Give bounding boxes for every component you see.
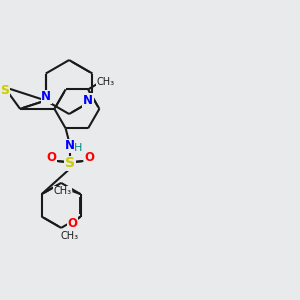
Text: S: S	[65, 156, 75, 170]
Text: O: O	[67, 217, 77, 230]
Text: N: N	[83, 94, 93, 107]
Text: CH₃: CH₃	[54, 186, 72, 196]
Text: H: H	[74, 142, 83, 152]
Text: O: O	[46, 151, 56, 164]
Text: N: N	[65, 139, 75, 152]
Text: N: N	[41, 90, 51, 104]
Text: CH₃: CH₃	[96, 77, 115, 88]
Text: O: O	[84, 151, 94, 164]
Text: CH₃: CH₃	[60, 231, 78, 241]
Text: S: S	[0, 84, 9, 97]
